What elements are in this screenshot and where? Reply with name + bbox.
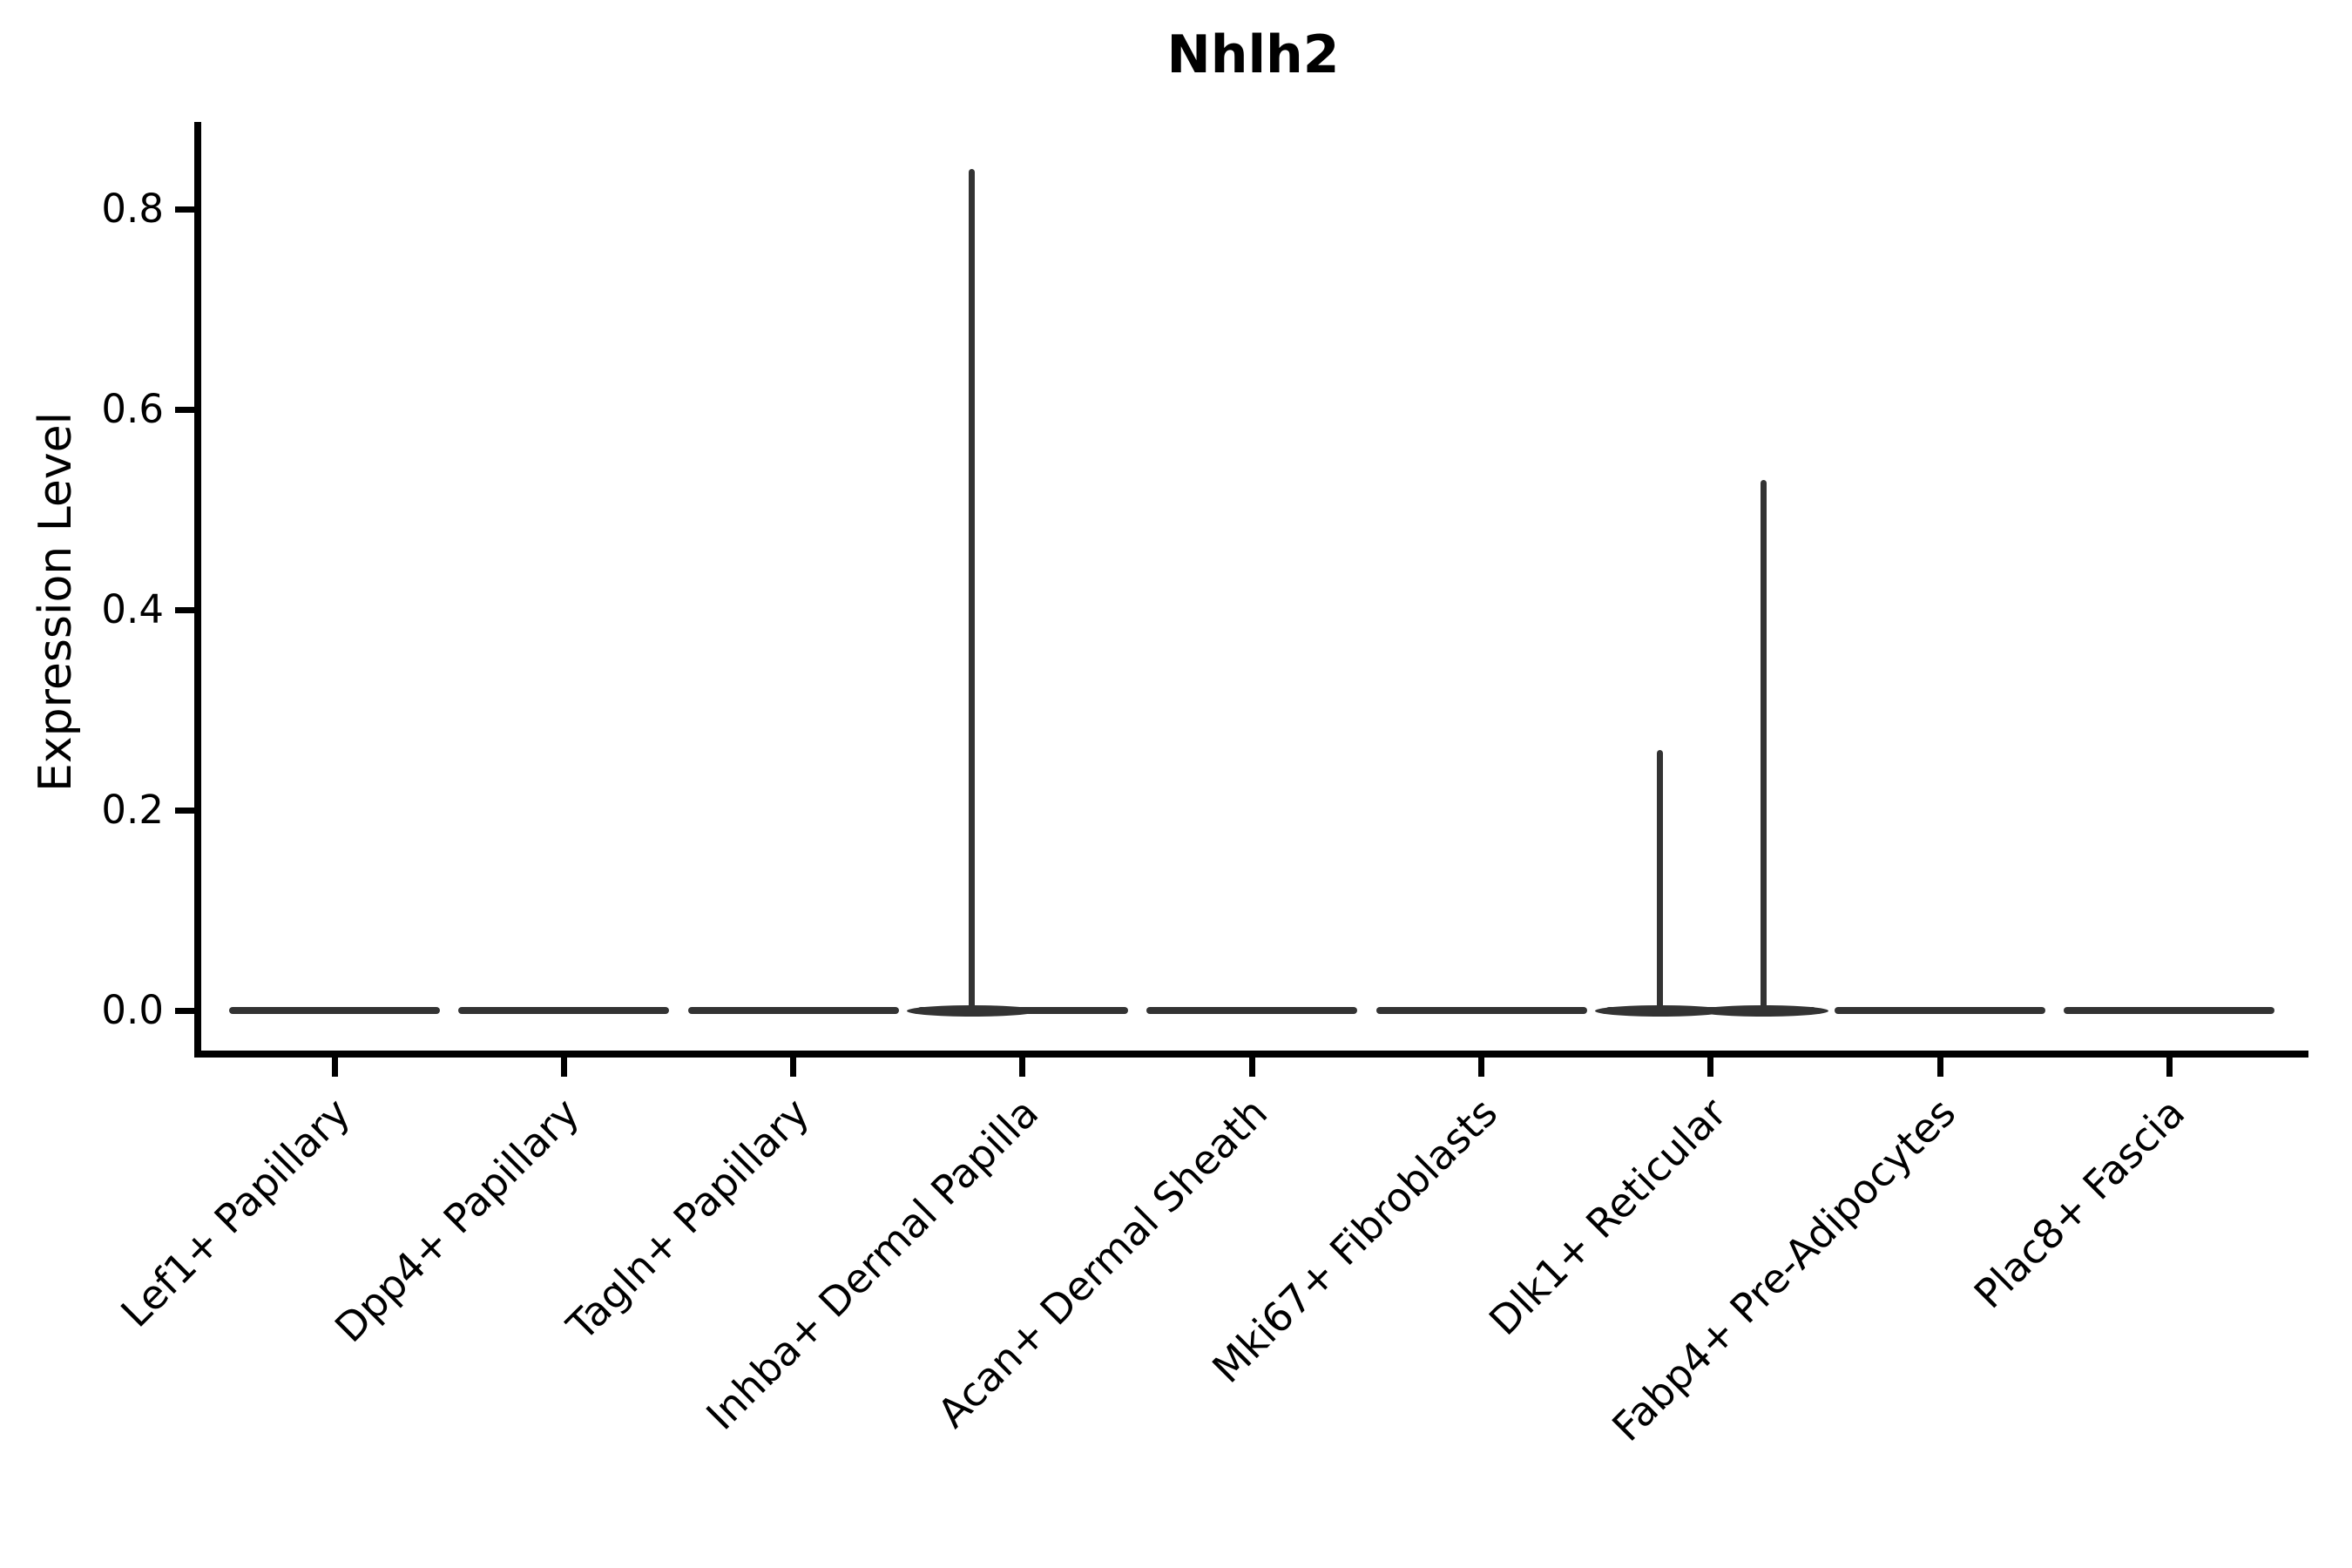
violin-baseline [1375, 1007, 1587, 1014]
y-axis-line [194, 122, 201, 1058]
violin-baseline [458, 1007, 670, 1014]
x-tick-label: Plac8+ Fascia [1965, 1089, 2194, 1318]
violin-spike [1760, 479, 1767, 1014]
violin-baseline [1835, 1007, 2046, 1014]
y-tick-label: 0.0 [101, 987, 164, 1033]
y-tick-label: 0.6 [101, 386, 164, 432]
violin-baseline [229, 1007, 440, 1014]
violin-baseline [687, 1007, 899, 1014]
x-axis-line [194, 1051, 2308, 1058]
x-tick [560, 1058, 567, 1077]
y-tick-label: 0.2 [101, 787, 164, 833]
y-tick [175, 807, 194, 814]
x-tick [2166, 1058, 2173, 1077]
violin-spike [969, 169, 976, 1014]
violin-spike [1657, 750, 1664, 1014]
plot-title: Nhlh2 [1166, 24, 1340, 85]
x-tick [1019, 1058, 1026, 1077]
x-tick-label: Dpp4+ Papillary [326, 1089, 589, 1352]
y-tick-label: 0.4 [101, 586, 164, 632]
x-tick [1248, 1058, 1255, 1077]
violin-baseline [1146, 1007, 1358, 1014]
x-tick [1936, 1058, 1943, 1077]
violin-baseline [2064, 1007, 2275, 1014]
y-tick [175, 606, 194, 613]
y-tick [175, 1007, 194, 1014]
y-tick [175, 206, 194, 213]
x-tick-label: Tagln+ Papillary [557, 1089, 818, 1349]
x-tick [790, 1058, 797, 1077]
x-tick-label: Lef1+ Papillary [112, 1089, 360, 1336]
x-tick [1478, 1058, 1484, 1077]
x-tick [1707, 1058, 1714, 1077]
x-tick [331, 1058, 338, 1077]
y-tick [175, 406, 194, 413]
x-tick-label: Dlk1+ Reticular [1479, 1089, 1735, 1345]
y-tick-label: 0.8 [101, 186, 164, 232]
